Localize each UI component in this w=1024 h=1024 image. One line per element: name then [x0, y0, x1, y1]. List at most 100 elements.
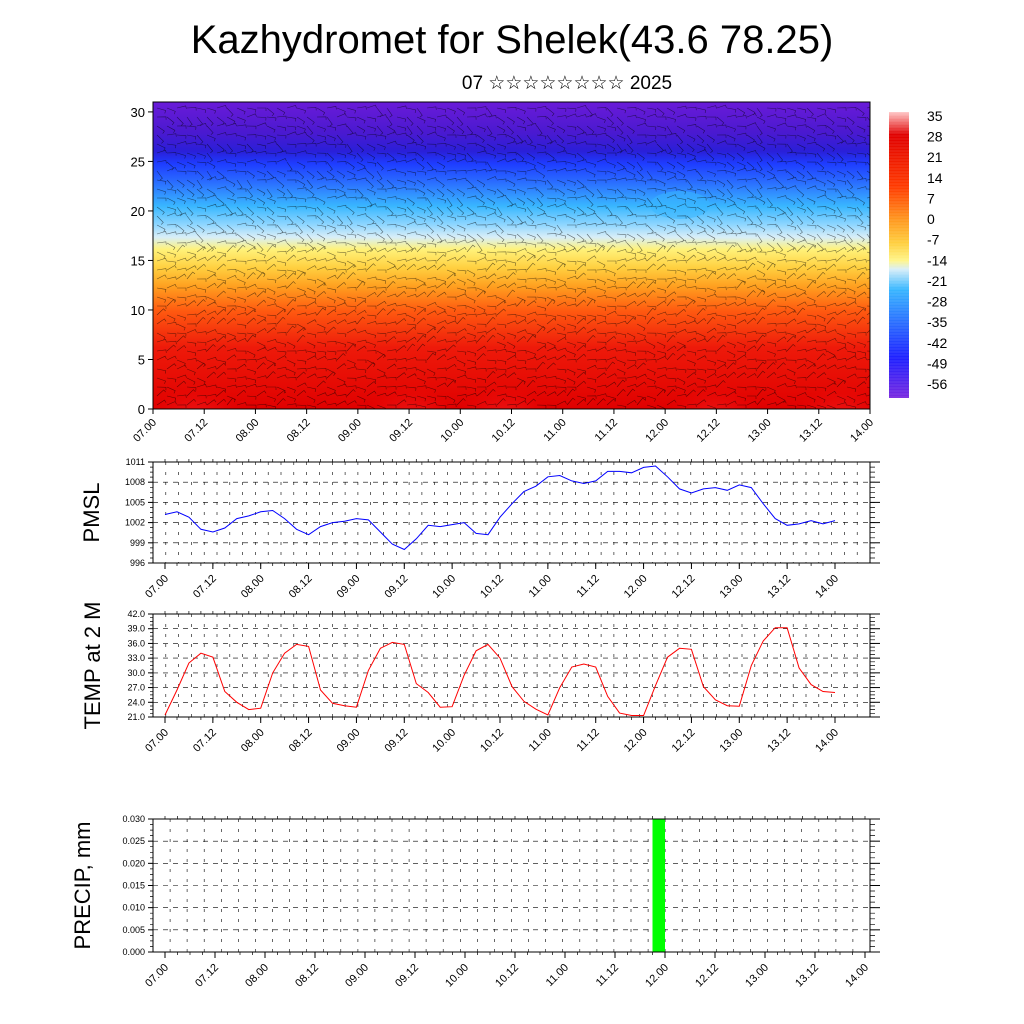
x-tick-label: 14.00 [813, 727, 841, 755]
y-tick-label: 996 [130, 558, 145, 568]
x-tick-label: 11.12 [594, 962, 621, 989]
y-minor-ticks [150, 461, 875, 564]
colorbar: 35 28 21 14 7 0 -7 -14 -21 -28 -35 -42 -49 -56 [889, 108, 947, 398]
y-tick-label: 0.015 [122, 881, 145, 891]
y-axis-title: PRECIP, mm [70, 822, 95, 950]
y-tick-label: 30 [131, 105, 145, 120]
x-tick-label: 09.12 [393, 962, 421, 990]
x-tick-label: 08.00 [239, 573, 267, 601]
y-tick-label: 999 [130, 538, 145, 548]
x-tick-label: 07.12 [191, 573, 219, 601]
y-tick-label: 33.0 [127, 653, 145, 663]
colorbar-bands [889, 111, 909, 398]
pmsl-line [164, 465, 836, 551]
y-tick-label: 21.0 [127, 712, 145, 722]
x-tick-label: 10.00 [443, 962, 471, 990]
pmsl-panel: 996 999 1002 1005 1008 1011 07.00 07.12 08.00 08.… [79, 457, 880, 601]
y-tick-label: 0.000 [122, 947, 145, 957]
x-tick-label: 13.12 [793, 962, 821, 990]
x-tick-label: 11.12 [593, 417, 620, 444]
colorbar-label: 0 [927, 211, 935, 227]
y-tick-label: 30.0 [127, 668, 145, 678]
x-tick-label: 12.12 [670, 727, 698, 755]
colorbar-label: 28 [927, 129, 943, 145]
colorbar-label: -35 [927, 314, 947, 330]
x-tick-label: 09.00 [335, 573, 363, 601]
y-tick-label: 5 [138, 352, 145, 367]
temp-line [164, 627, 836, 716]
x-tick-label: 11.00 [544, 962, 571, 989]
grid-vertical [165, 462, 858, 563]
x-tick-label: 07.00 [143, 727, 171, 755]
x-tick-label: 12.12 [693, 962, 721, 990]
y-tick-label: 15 [131, 253, 145, 268]
y-minor-ticks [150, 818, 875, 953]
colorbar-label: -42 [927, 335, 947, 351]
colorbar-label: -56 [927, 376, 947, 392]
y-tick-label: 0.020 [122, 858, 145, 868]
colorbar-label: 7 [927, 190, 935, 206]
x-tick-label: 07.12 [182, 417, 210, 445]
colorbar-label: 21 [927, 149, 943, 165]
y-tick-label: 1002 [125, 518, 145, 528]
heatmap-field [153, 102, 870, 409]
wind-barbs [156, 104, 870, 409]
x-tick-label: 10.12 [493, 962, 521, 990]
x-tick-label: 13.00 [746, 417, 774, 445]
x-tick-label: 12.00 [643, 962, 671, 990]
y-tick-label: 20 [131, 204, 145, 219]
x-tick-label: 09.00 [336, 417, 364, 445]
x-tick-label: 09.12 [382, 573, 410, 601]
x-tick-label: 10.00 [430, 727, 458, 755]
x-tick-label: 09.12 [387, 417, 415, 445]
grid-vertical [165, 614, 858, 717]
x-tick-label: 08.00 [234, 417, 262, 445]
y-axis-title: TEMP at 2 M [80, 602, 105, 730]
y-tick-label: 42.0 [127, 609, 145, 619]
x-tick-label: 12.00 [622, 727, 650, 755]
x-tick-label: 13.12 [765, 573, 793, 601]
colorbar-label: 14 [927, 170, 943, 186]
y-tick-label: 1005 [125, 497, 145, 507]
colorbar-label: -49 [927, 355, 947, 371]
grid-horizontal [153, 818, 870, 953]
x-tick-label: 11.12 [574, 727, 601, 754]
x-tick-label: 08.00 [243, 962, 271, 990]
x-tick-label: 11.12 [574, 573, 601, 600]
x-tick-label: 14.00 [813, 573, 841, 601]
x-tick-label: 12.12 [695, 417, 723, 445]
x-tick-label: 08.12 [287, 727, 315, 755]
y-tick-label: 36.0 [127, 638, 145, 648]
x-tick-label: 13.12 [797, 417, 825, 445]
y-tick-label: 24.0 [127, 697, 145, 707]
cross-section-panel: 0 5 10 15 20 25 30 07.00 07.12 08.00 08.12 09.00 09.… [131, 101, 876, 445]
colorbar-label: 35 [927, 108, 943, 124]
x-tick-label: 09.00 [335, 727, 363, 755]
x-tick-label: 12.00 [622, 573, 650, 601]
x-tick-label: 13.00 [717, 573, 745, 601]
cold-blob [650, 191, 710, 219]
warm-spot [792, 344, 870, 409]
y-minor-ticks [150, 613, 875, 718]
y-axis-title: PMSL [79, 483, 104, 543]
x-minor-ticks [164, 816, 866, 955]
page-subtitle: 07 ☆☆☆☆☆☆☆☆ 2025 [461, 73, 673, 94]
y-tick-label: 27.0 [127, 683, 145, 693]
x-minor-ticks [164, 459, 836, 566]
panel-frame [152, 818, 871, 953]
y-tick-label: 39.0 [127, 624, 145, 634]
precip-bar [652, 819, 665, 952]
y-tick-label: 0.010 [122, 903, 145, 913]
y-tick-label: 1011 [126, 457, 145, 467]
y-tick-label: 25 [131, 154, 145, 169]
x-tick-label: 11.00 [527, 573, 554, 600]
x-tick-label: 07.12 [193, 962, 221, 990]
y-tick-label: 10 [131, 303, 145, 318]
x-tick-label: 10.00 [430, 573, 458, 601]
colorbar-label: -21 [927, 273, 947, 289]
y-tick-label: 1008 [125, 477, 145, 487]
x-tick-label: 09.00 [343, 962, 371, 990]
temp-panel: 21.0 24.0 27.0 30.0 33.0 36.0 39.0 42.0 07.00 07.… [80, 602, 880, 755]
x-tick-label: 12.00 [643, 417, 671, 445]
y-tick-label: 0.025 [122, 836, 145, 846]
